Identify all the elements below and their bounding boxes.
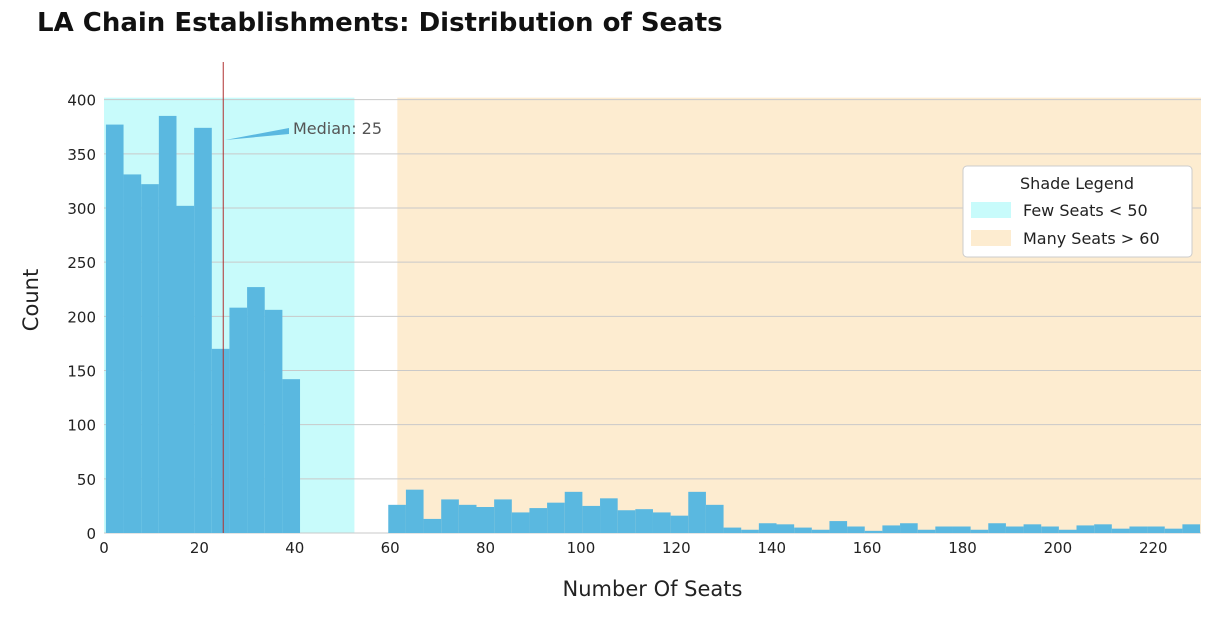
- histogram-bar: [282, 379, 301, 533]
- histogram-bar: [511, 512, 530, 533]
- median-marker: Median: 25: [222, 62, 382, 533]
- histogram-bar: [264, 309, 283, 533]
- y-axis-label: Count: [19, 269, 43, 331]
- histogram-bar: [829, 521, 848, 533]
- x-tick-label: 120: [662, 539, 691, 557]
- histogram-bar: [652, 512, 671, 533]
- legend-swatch-many-seats: [971, 230, 1011, 246]
- x-tick-label: 0: [99, 539, 109, 557]
- y-tick-label: 350: [67, 146, 96, 164]
- histogram-bar: [529, 508, 548, 533]
- histogram-bar: [988, 523, 1006, 533]
- histogram-bar: [970, 529, 989, 533]
- histogram-bar: [617, 510, 636, 533]
- histogram-bar: [229, 307, 248, 533]
- histogram-bar: [211, 348, 230, 533]
- x-tick-label: 60: [381, 539, 400, 557]
- x-tick-label: 180: [948, 539, 977, 557]
- histogram-bar: [670, 515, 689, 533]
- histogram-bar: [1076, 525, 1095, 533]
- x-tick-label: 200: [1044, 539, 1073, 557]
- histogram-bar: [441, 499, 459, 533]
- histogram-bar: [423, 518, 442, 533]
- histogram-bar: [176, 205, 195, 534]
- histogram-bar: [688, 491, 706, 533]
- x-tick-label: 20: [190, 539, 209, 557]
- x-tick-label: 220: [1139, 539, 1168, 557]
- histogram-bar: [405, 489, 424, 533]
- histogram-bar: [794, 527, 812, 533]
- histogram-bar: [705, 504, 724, 533]
- histogram-bar: [1111, 528, 1130, 533]
- histogram-bar: [158, 115, 177, 534]
- y-tick-label: 200: [67, 308, 96, 326]
- histogram-bar: [1005, 526, 1024, 533]
- histogram-bar: [247, 287, 265, 533]
- histogram-bar: [1164, 528, 1183, 533]
- x-axis-ticks: 0 20 40 60 80 100 120 140 160 180 200 220: [99, 539, 1167, 557]
- histogram-bar: [1041, 526, 1059, 533]
- histogram-bar: [1058, 529, 1077, 533]
- histogram-bar: [564, 491, 583, 533]
- legend-swatch-few-seats: [971, 202, 1011, 218]
- x-tick-label: 40: [285, 539, 304, 557]
- y-tick-label: 50: [77, 471, 96, 489]
- histogram-bar: [1147, 526, 1165, 533]
- legend-title: Shade Legend: [1020, 174, 1134, 193]
- histogram-bar: [900, 523, 918, 533]
- histogram-bar: [758, 523, 777, 533]
- histogram-bar: [547, 502, 565, 533]
- histogram-bar: [864, 530, 883, 533]
- histogram-bar: [476, 507, 495, 533]
- histogram-bar: [141, 184, 159, 533]
- y-tick-label: 300: [67, 200, 96, 218]
- histogram-bar: [882, 525, 901, 533]
- histogram-bar: [494, 499, 512, 533]
- histogram-bar: [917, 529, 936, 533]
- histogram-bar: [458, 504, 477, 533]
- histogram-bar: [582, 505, 601, 533]
- legend-label-few-seats: Few Seats < 50: [1023, 201, 1148, 220]
- histogram-bar: [847, 526, 865, 533]
- chart-title: LA Chain Establishments: Distribution of…: [37, 8, 723, 38]
- histogram-bar: [635, 509, 653, 533]
- legend-label-many-seats: Many Seats > 60: [1023, 229, 1160, 248]
- histogram-bar: [194, 127, 212, 533]
- histogram-bar: [1182, 524, 1201, 533]
- shade-region-1: [397, 97, 1201, 534]
- x-axis-label: Number Of Seats: [563, 577, 743, 601]
- x-tick-label: 100: [567, 539, 596, 557]
- histogram-bars: [105, 115, 1201, 534]
- x-tick-label: 140: [757, 539, 786, 557]
- histogram-bar: [388, 504, 406, 533]
- histogram-bar: [723, 527, 742, 533]
- y-tick-label: 250: [67, 254, 96, 272]
- histogram-bar: [952, 526, 971, 533]
- y-tick-label: 100: [67, 417, 96, 435]
- histogram-bar: [1094, 524, 1112, 533]
- histogram-bar: [935, 526, 953, 533]
- y-tick-label: 400: [67, 92, 96, 110]
- shade-legend: Shade Legend Few Seats < 50 Many Seats >…: [962, 165, 1193, 258]
- shade-regions: [104, 97, 1201, 534]
- y-tick-label: 150: [67, 363, 96, 381]
- legend-box: [962, 165, 1193, 258]
- histogram-bar: [1129, 526, 1148, 533]
- median-annotation: Median: 25: [293, 119, 382, 138]
- histogram-bar: [123, 174, 142, 533]
- histogram-bar: [105, 124, 124, 533]
- x-tick-label: 80: [476, 539, 495, 557]
- histogram-bar: [776, 524, 795, 533]
- histogram-bar: [811, 529, 830, 533]
- histogram-bar: [600, 498, 618, 533]
- histogram-bar: [1023, 524, 1042, 533]
- histogram-bar: [741, 529, 759, 533]
- y-tick-label: 0: [86, 525, 96, 543]
- y-axis-ticks: 0 50 100 150 200 250 300 350 400: [67, 92, 96, 543]
- median-annotation-arrow: [225, 128, 289, 140]
- x-tick-label: 160: [853, 539, 882, 557]
